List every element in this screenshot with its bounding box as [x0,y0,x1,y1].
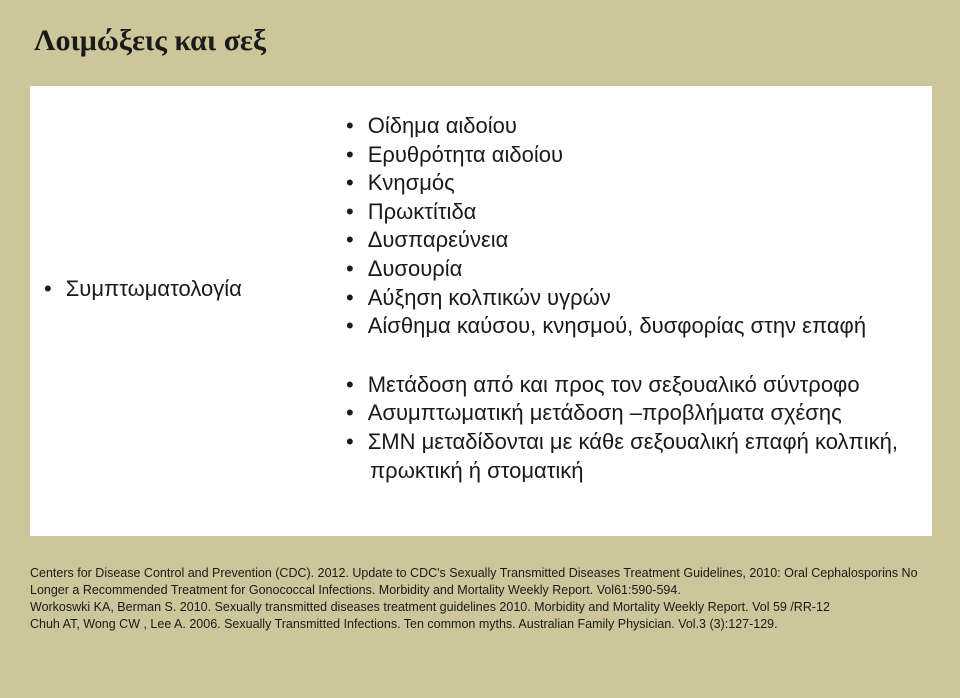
list-item: Πρωκτίτιδα [346,198,932,227]
content-box: Συμπτωματολογία Οίδημα αιδοίου Ερυθρότητ… [30,86,932,536]
list-item: Ερυθρότητα αιδοίου [346,141,932,170]
left-column: Συμπτωματολογία [30,86,340,536]
list-item: Δυσπαρεύνεια [346,226,932,255]
list-item: Ασυμπτωματική μετάδοση –προβλήματα σχέση… [346,399,932,428]
list-item: Αίσθημα καύσου, κνησμού, δυσφορίας στην … [346,312,932,341]
left-item: Συμπτωματολογία [44,276,340,302]
slide: Λοιμώξεις και σεξ Συμπτωματολογία Οίδημα… [0,0,960,698]
reference-line: Chuh AT, Wong CW , Lee A. 2006. Sexually… [30,616,932,633]
list-item: Μετάδοση από και προς τον σεξουαλικό σύν… [346,371,932,400]
symptom-list: Οίδημα αιδοίου Ερυθρότητα αιδοίου Κνησμό… [346,112,932,341]
list-item: Αύξηση κολπικών υγρών [346,284,932,313]
list-item: Κνησμός [346,169,932,198]
reference-line: Centers for Disease Control and Preventi… [30,565,932,599]
right-column: Οίδημα αιδοίου Ερυθρότητα αιδοίου Κνησμό… [340,86,932,536]
list-item: Οίδημα αιδοίου [346,112,932,141]
reference-line: Workoswki KA, Berman S. 2010. Sexually t… [30,599,932,616]
references: Centers for Disease Control and Preventi… [30,565,932,633]
list-item: Δυσουρία [346,255,932,284]
transmission-list: Μετάδοση από και προς τον σεξουαλικό σύν… [346,371,932,485]
slide-title: Λοιμώξεις και σεξ [34,24,266,58]
list-item: ΣΜΝ μεταδίδονται με κάθε σεξουαλική επαφ… [346,428,932,485]
